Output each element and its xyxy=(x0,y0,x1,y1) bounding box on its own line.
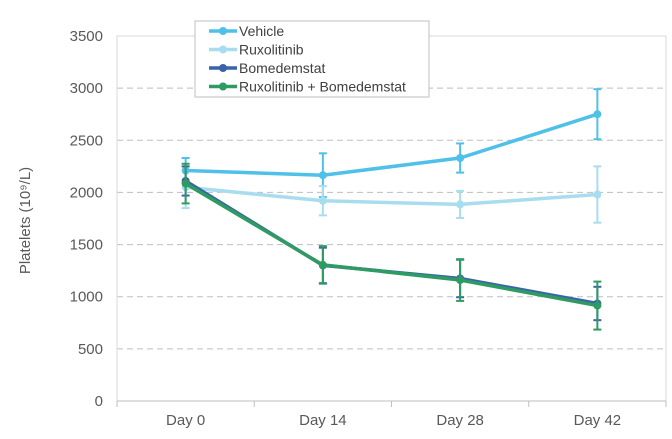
data-point xyxy=(318,196,327,205)
y-tick-label: 1000 xyxy=(70,289,103,306)
y-tick-label: 2000 xyxy=(70,184,103,201)
legend-label: Ruxolitinib + Bomedemstat xyxy=(239,79,406,95)
data-point xyxy=(593,110,602,119)
x-tick-label: Day 14 xyxy=(299,412,347,429)
data-point xyxy=(593,301,602,310)
legend-item: Ruxolitinib xyxy=(209,42,304,58)
x-tick-label: Day 28 xyxy=(436,412,484,429)
y-tick-label: 500 xyxy=(78,341,103,358)
y-tick-label: 2500 xyxy=(70,132,103,149)
y-tick-label: 3000 xyxy=(70,80,103,97)
series-ruxolitinib-bomedemstat xyxy=(181,162,602,331)
legend-item: Ruxolitinib + Bomedemstat xyxy=(209,79,406,95)
y-axis-label: Platelets (10⁹/L) xyxy=(17,167,34,274)
data-point xyxy=(318,171,327,180)
series-vehicle xyxy=(181,88,602,199)
data-point xyxy=(456,200,465,209)
data-point xyxy=(456,154,465,163)
legend-box xyxy=(194,20,430,98)
y-tick-label: 3500 xyxy=(70,28,103,45)
series-line xyxy=(184,182,598,308)
legend-label: Bomedemstat xyxy=(239,60,325,76)
legend-swatch-marker xyxy=(219,82,227,91)
x-tick-label: Day 0 xyxy=(166,412,205,429)
legend-swatch-marker xyxy=(219,45,227,54)
legend: Vehicle Ruxolitinib Bomedemstat Ruxolitinib… xyxy=(194,20,430,98)
data-point xyxy=(181,179,190,188)
series-line xyxy=(185,112,598,177)
legend-item: Vehicle xyxy=(209,23,284,39)
legend-item: Bomedemstat xyxy=(209,60,325,76)
series-line xyxy=(185,185,598,207)
legend-swatch-marker xyxy=(219,64,227,72)
legend-label: Ruxolitinib xyxy=(239,42,304,58)
legend-label: Vehicle xyxy=(239,23,284,39)
series-group xyxy=(181,88,602,331)
axes: 0 500 1000 1500 2000 2500 3000 3500 Day 0 Day 14 D… xyxy=(70,28,667,429)
x-tick-label: Day 42 xyxy=(574,412,622,429)
data-point xyxy=(593,190,602,199)
y-tick-label: 1500 xyxy=(70,237,103,254)
data-point xyxy=(318,260,327,269)
series-ruxolitinib xyxy=(181,165,602,224)
y-tick-label: 0 xyxy=(95,393,103,410)
data-point xyxy=(456,276,465,285)
legend-swatch-marker xyxy=(219,27,227,35)
